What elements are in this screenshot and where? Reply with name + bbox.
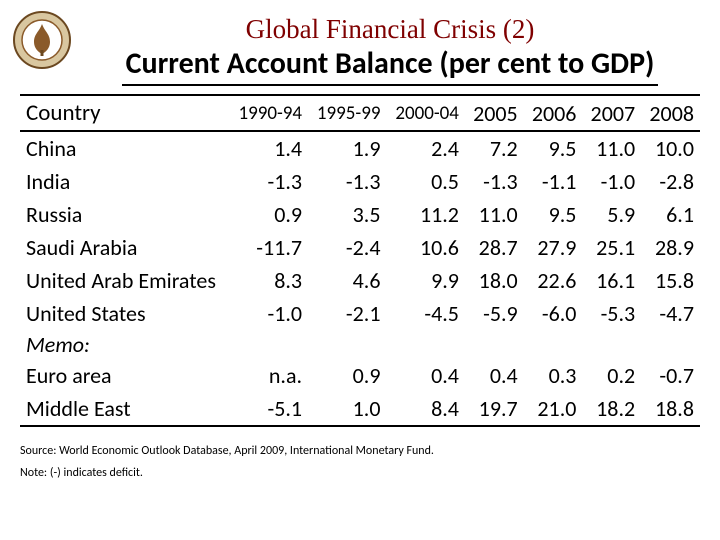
- value-cell: 7.2: [465, 131, 524, 165]
- value-cell: 18.8: [641, 392, 700, 426]
- country-cell: Russia: [20, 198, 230, 231]
- value-cell: -4.7: [641, 297, 700, 330]
- country-cell: Saudi Arabia: [20, 231, 230, 264]
- table-header-row: Country 1990-94 1995-99 2000-04 2005 200…: [20, 95, 700, 131]
- footnote-note: Note: (-) indicates deficit.: [20, 463, 700, 485]
- value-cell: 0.9: [230, 198, 308, 231]
- col-2008: 2008: [641, 95, 700, 131]
- value-cell: -1.3: [230, 165, 308, 198]
- value-cell: 0.5: [387, 165, 465, 198]
- table-row: Russia0.93.511.211.09.55.96.1: [20, 198, 700, 231]
- country-cell: China: [20, 131, 230, 165]
- memo-label: Memo:: [20, 330, 700, 359]
- value-cell: -1.0: [230, 297, 308, 330]
- value-cell: 10.6: [387, 231, 465, 264]
- table-row: China1.41.92.47.29.511.010.0: [20, 131, 700, 165]
- value-cell: 0.2: [582, 359, 641, 392]
- balance-table: Country 1990-94 1995-99 2000-04 2005 200…: [20, 94, 700, 427]
- value-cell: -2.1: [308, 297, 386, 330]
- value-cell: -1.1: [524, 165, 583, 198]
- value-cell: 4.6: [308, 264, 386, 297]
- value-cell: 28.7: [465, 231, 524, 264]
- value-cell: 18.0: [465, 264, 524, 297]
- col-1995-99: 1995-99: [308, 95, 386, 131]
- value-cell: 21.0: [524, 392, 583, 426]
- value-cell: 15.8: [641, 264, 700, 297]
- table-row: Middle East-5.11.08.419.721.018.218.8: [20, 392, 700, 426]
- value-cell: 11.0: [582, 131, 641, 165]
- table-body: China1.41.92.47.29.511.010.0India-1.3-1.…: [20, 131, 700, 426]
- value-cell: -2.4: [308, 231, 386, 264]
- value-cell: n.a.: [230, 359, 308, 392]
- value-cell: 6.1: [641, 198, 700, 231]
- table-row: Euro arean.a.0.90.40.40.30.2-0.7: [20, 359, 700, 392]
- memo-row: Memo:: [20, 330, 700, 359]
- value-cell: 11.0: [465, 198, 524, 231]
- value-cell: -6.0: [524, 297, 583, 330]
- country-cell: Middle East: [20, 392, 230, 426]
- value-cell: -1.0: [582, 165, 641, 198]
- value-cell: -5.1: [230, 392, 308, 426]
- footnote-source: Source: World Economic Outlook Database,…: [20, 441, 700, 463]
- table-row: Saudi Arabia-11.7-2.410.628.727.925.128.…: [20, 231, 700, 264]
- col-country: Country: [20, 95, 230, 131]
- value-cell: 18.2: [582, 392, 641, 426]
- value-cell: 1.0: [308, 392, 386, 426]
- value-cell: 0.3: [524, 359, 583, 392]
- col-2007: 2007: [582, 95, 641, 131]
- value-cell: 10.0: [641, 131, 700, 165]
- value-cell: -5.3: [582, 297, 641, 330]
- value-cell: 1.9: [308, 131, 386, 165]
- value-cell: 19.7: [465, 392, 524, 426]
- value-cell: -0.7: [641, 359, 700, 392]
- value-cell: 9.5: [524, 131, 583, 165]
- value-cell: -11.7: [230, 231, 308, 264]
- value-cell: 9.5: [524, 198, 583, 231]
- table-row: United Arab Emirates8.34.69.918.022.616.…: [20, 264, 700, 297]
- value-cell: 11.2: [387, 198, 465, 231]
- value-cell: 0.9: [308, 359, 386, 392]
- value-cell: -5.9: [465, 297, 524, 330]
- value-cell: 0.4: [465, 359, 524, 392]
- table-row: United States-1.0-2.1-4.5-5.9-6.0-5.3-4.…: [20, 297, 700, 330]
- value-cell: 0.4: [387, 359, 465, 392]
- col-1990-94: 1990-94: [230, 95, 308, 131]
- col-2006: 2006: [524, 95, 583, 131]
- value-cell: 8.3: [230, 264, 308, 297]
- value-cell: 22.6: [524, 264, 583, 297]
- col-2005: 2005: [465, 95, 524, 131]
- value-cell: 8.4: [387, 392, 465, 426]
- rbi-logo: [12, 10, 72, 70]
- value-cell: -1.3: [465, 165, 524, 198]
- value-cell: 25.1: [582, 231, 641, 264]
- value-cell: 16.1: [582, 264, 641, 297]
- value-cell: -2.8: [641, 165, 700, 198]
- value-cell: -4.5: [387, 297, 465, 330]
- col-2000-04: 2000-04: [387, 95, 465, 131]
- value-cell: 28.9: [641, 231, 700, 264]
- value-cell: 27.9: [524, 231, 583, 264]
- country-cell: United States: [20, 297, 230, 330]
- slide-title-sub: Current Account Balance (per cent to GDP…: [122, 45, 659, 86]
- value-cell: 1.4: [230, 131, 308, 165]
- country-cell: United Arab Emirates: [20, 264, 230, 297]
- value-cell: 9.9: [387, 264, 465, 297]
- country-cell: Euro area: [20, 359, 230, 392]
- value-cell: 3.5: [308, 198, 386, 231]
- value-cell: 5.9: [582, 198, 641, 231]
- slide-title-main: Global Financial Crisis (2): [80, 14, 700, 45]
- table-row: India-1.3-1.30.5-1.3-1.1-1.0-2.8: [20, 165, 700, 198]
- value-cell: -1.3: [308, 165, 386, 198]
- value-cell: 2.4: [387, 131, 465, 165]
- country-cell: India: [20, 165, 230, 198]
